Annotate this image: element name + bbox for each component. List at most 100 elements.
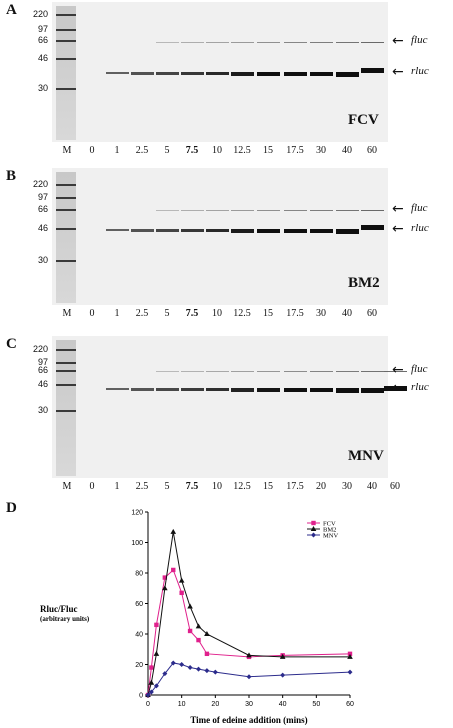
y-tick-label: 100 (131, 540, 143, 547)
gel-image (52, 336, 407, 478)
lane-label: 20 (316, 481, 326, 492)
lane-label: 2.5 (135, 145, 149, 156)
fluc-arrow-icon: ← (392, 33, 404, 49)
marker-band (56, 362, 76, 364)
lane-label: 15 (263, 481, 273, 492)
data-point-mnv (212, 669, 218, 675)
fluc-band (284, 210, 307, 211)
fluc-band (361, 371, 384, 372)
marker-band (56, 14, 76, 16)
rluc-band (206, 229, 229, 232)
x-tick-label: 30 (245, 701, 253, 708)
lane-label: 10 (212, 145, 222, 156)
rluc-band (310, 72, 333, 76)
legend-label: BM2 (323, 527, 336, 534)
mw-label: 46 (37, 53, 48, 63)
lane-label: M (62, 308, 72, 319)
x-tick-label: 10 (178, 701, 186, 708)
data-point-mnv (246, 674, 252, 680)
data-point-fcv (196, 637, 201, 643)
fluc-band (257, 42, 280, 43)
y-axis-label: Rluc/Fluc (40, 604, 78, 614)
y-tick-label: 40 (135, 632, 143, 639)
marker-band (56, 58, 76, 60)
rluc-band (231, 388, 254, 392)
rluc-band (336, 388, 359, 393)
lane-label: 0 (89, 481, 95, 492)
lane-label: 0 (89, 145, 95, 156)
lane-label: 17.5 (286, 145, 304, 156)
rluc-band (181, 72, 204, 75)
x-tick-label: 20 (211, 701, 219, 708)
marker-band (56, 197, 76, 199)
marker-band (56, 88, 76, 90)
panel-letter: A (6, 2, 17, 18)
data-point-fcv (347, 651, 353, 657)
virus-label: MNV (348, 448, 384, 464)
legend-marker (311, 520, 316, 526)
mw-label: 97 (37, 192, 48, 202)
panel-letter: C (6, 336, 17, 352)
fluc-arrow-icon: ← (392, 201, 404, 217)
mw-label: 97 (37, 357, 48, 367)
y-tick-label: 80 (135, 571, 143, 578)
rluc-band (336, 229, 359, 234)
lane-label: 30 (316, 308, 326, 319)
fluc-band (257, 210, 280, 211)
lane-label: 17.5 (286, 481, 304, 492)
fluc-band (206, 42, 229, 43)
rluc-band (257, 72, 280, 76)
marker-band (56, 384, 76, 386)
fluc-band (206, 371, 229, 372)
rluc-band (231, 72, 254, 76)
rluc-band (310, 229, 333, 233)
x-tick-label: 0 (146, 701, 150, 708)
data-point-fcv (162, 575, 168, 580)
fluc-band (284, 371, 307, 372)
fluc-label: fluc (411, 363, 428, 375)
data-point-bm2 (170, 528, 177, 534)
lane-label: 15 (263, 308, 273, 319)
marker-lane (56, 172, 76, 303)
rluc-band (231, 229, 254, 233)
rluc-band (361, 388, 384, 393)
lane-label: 40 (342, 145, 352, 156)
virus-label: BM2 (348, 275, 380, 291)
lane-label: 1 (114, 308, 120, 319)
x-tick-label: 50 (312, 701, 320, 708)
marker-band (56, 40, 76, 42)
rluc-arrow-icon: ← (392, 64, 404, 80)
marker-band (56, 410, 76, 412)
data-point-mnv (187, 665, 193, 671)
marker-band (56, 349, 76, 351)
rluc-band (131, 72, 154, 75)
lane-label: 60 (390, 481, 400, 492)
lane-label: 12.5 (233, 145, 251, 156)
fluc-band (384, 371, 407, 372)
rluc-band (131, 388, 154, 391)
data-point-fcv (179, 590, 184, 596)
fluc-band (231, 42, 254, 43)
marker-band (56, 228, 76, 230)
rluc-band (106, 72, 129, 74)
rluc-band (310, 388, 333, 392)
mw-label: 46 (37, 223, 48, 233)
lane-label: 30 (342, 481, 352, 492)
rluc-band (284, 388, 307, 392)
mw-label: 220 (32, 179, 48, 189)
rluc-band (106, 388, 129, 390)
lane-label: 12.5 (233, 308, 251, 319)
lane-label: 2.5 (135, 481, 149, 492)
x-tick-label: 40 (279, 701, 287, 708)
marker-band (56, 209, 76, 211)
rluc-label: rluc (411, 65, 429, 77)
lane-label: 0 (89, 308, 95, 319)
fluc-band (181, 210, 204, 211)
rluc-band (361, 68, 384, 73)
rluc-band (206, 72, 229, 75)
lane-label: 40 (342, 308, 352, 319)
mw-label: 30 (37, 255, 48, 265)
lane-label: 7.5 (185, 481, 199, 492)
legend-label: FCV (323, 521, 336, 528)
lane-label: 1 (114, 145, 120, 156)
